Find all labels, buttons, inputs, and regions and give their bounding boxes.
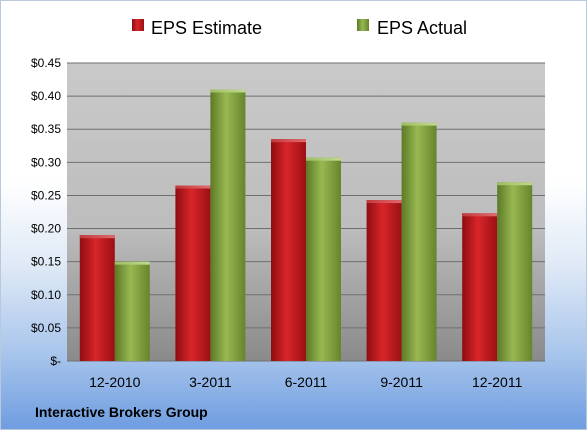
y-tick-label: $0.40 (31, 89, 61, 103)
legend-swatch-eps-actual (357, 19, 369, 31)
bar-eps-actual (210, 89, 246, 361)
bar-eps-estimate (271, 139, 306, 361)
y-tick-label: $- (50, 354, 61, 368)
x-tick-label: 3-2011 (189, 374, 232, 390)
company-name: Interactive Brokers Group (35, 404, 208, 420)
bar-eps-estimate-top (79, 235, 115, 239)
legend-label-eps-actual: EPS Actual (377, 18, 467, 38)
bar-eps-estimate (175, 185, 211, 361)
legend-swatch-eps-estimate (132, 19, 144, 31)
bar-eps-estimate (79, 235, 115, 361)
x-axis-tick-labels: 12-2010 3-2011 6-2011 9-2011 12-2011 (89, 374, 522, 390)
bar-eps-actual (306, 157, 341, 361)
legend-item-eps-actual: EPS Actual (357, 18, 467, 38)
bar-eps-estimate-top (462, 213, 498, 217)
bar-eps-estimate-top (175, 185, 211, 189)
bar-eps-actual (401, 122, 437, 361)
legend: EPS Estimate EPS Actual (132, 18, 467, 38)
y-tick-label: $0.20 (31, 222, 61, 236)
x-tick-label: 6-2011 (285, 374, 328, 390)
y-tick-label: $0.15 (31, 255, 61, 269)
legend-label-eps-estimate: EPS Estimate (151, 18, 262, 38)
y-tick-label: $0.30 (31, 155, 61, 169)
y-tick-label: $0.35 (31, 122, 61, 136)
bar-eps-actual-top (114, 261, 150, 265)
legend-item-eps-estimate: EPS Estimate (132, 18, 262, 38)
x-tick-label: 9-2011 (380, 374, 423, 390)
x-tick-label: 12-2011 (472, 374, 523, 390)
bar-eps-actual-top (401, 122, 437, 126)
bar-eps-actual-top (497, 182, 533, 186)
bar-eps-actual (114, 261, 150, 361)
y-tick-label: $0.25 (31, 188, 61, 202)
bar-eps-estimate-top (271, 139, 306, 143)
bar-eps-actual-top (210, 89, 246, 93)
y-axis-tick-labels: $- $0.05 $0.10 $0.15 $0.20 $0.25 $0.30 $0.35 $0.… (31, 56, 61, 368)
bar-eps-estimate (462, 213, 498, 361)
bar-eps-actual (497, 182, 533, 361)
bar-eps-estimate (366, 200, 402, 361)
y-tick-label: $0.45 (31, 56, 61, 70)
bar-eps-estimate-top (366, 200, 402, 204)
x-tick-label: 12-2010 (89, 374, 141, 390)
bars (79, 89, 533, 361)
bar-eps-actual-top (306, 157, 341, 161)
y-tick-label: $0.10 (31, 288, 61, 302)
y-tick-label: $0.05 (31, 321, 61, 335)
